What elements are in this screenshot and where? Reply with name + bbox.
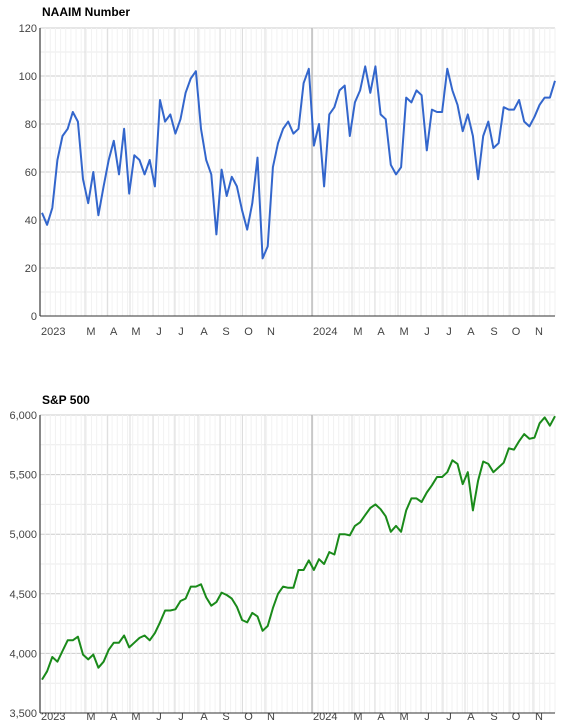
sp500-chart: S&P 500 3,500 4,000 4,500 5,000 5,500 6,000 2… (9, 393, 556, 723)
x-tick-label: 2023 (41, 326, 65, 338)
y-tick-label: 6,000 (9, 410, 37, 422)
y-tick-label: 4,500 (9, 589, 37, 601)
x-tick-label: J (424, 326, 430, 338)
x-tick-label: J (446, 711, 452, 723)
y-tick-label: 40 (25, 215, 37, 227)
x-tick-label: J (178, 711, 184, 723)
x-tick-label: S (222, 711, 229, 723)
x-tick-label: M (86, 711, 95, 723)
x-tick-label: M (353, 326, 362, 338)
naaim-y-axis: 0 20 40 60 80 100 120 (19, 23, 41, 323)
x-tick-label: M (131, 711, 140, 723)
y-tick-label: 20 (25, 263, 37, 275)
y-tick-label: 100 (19, 71, 37, 83)
sp500-series (41, 415, 556, 681)
y-tick-label: 5,500 (9, 470, 37, 482)
x-tick-label: S (222, 326, 229, 338)
x-tick-label: O (512, 326, 521, 338)
x-tick-label: N (267, 326, 275, 338)
naaim-series (41, 65, 556, 260)
x-tick-label: 2024 (313, 711, 337, 723)
x-tick-label: A (467, 326, 475, 338)
x-tick-label: J (424, 711, 430, 723)
y-tick-label: 4,000 (9, 648, 37, 660)
x-tick-label: M (353, 711, 362, 723)
sp500-y-axis: 3,500 4,000 4,500 5,000 5,500 6,000 (9, 410, 41, 720)
naaim-series-line (41, 65, 556, 260)
x-tick-label: N (267, 711, 275, 723)
sp500-series-line (41, 415, 556, 681)
naaim-x-axis: 2023 M A M J J A S O N 2024 M A M J J A S O N (40, 315, 555, 338)
naaim-chart: NAAIM Number 0 20 40 60 80 100 120 2023 M A M J J A S… (19, 5, 556, 338)
x-tick-label: O (244, 326, 253, 338)
x-tick-label: O (512, 711, 521, 723)
sp500-x-axis: 2023 M A M J J A S O N 2024 M A M J J A S O N (40, 711, 555, 723)
sp500-grid (39, 414, 556, 714)
x-tick-label: M (399, 711, 408, 723)
naaim-chart-title: NAAIM Number (42, 5, 130, 19)
sp500-chart-title: S&P 500 (42, 393, 90, 407)
x-tick-label: J (446, 326, 452, 338)
x-tick-label: A (377, 326, 385, 338)
x-tick-label: J (156, 711, 162, 723)
naaim-grid (39, 27, 556, 317)
x-tick-label: A (110, 326, 118, 338)
x-tick-label: N (535, 326, 543, 338)
x-tick-label: A (200, 326, 208, 338)
x-tick-label: 2024 (313, 326, 337, 338)
x-tick-label: S (490, 326, 497, 338)
x-tick-label: M (399, 326, 408, 338)
x-tick-label: A (377, 711, 385, 723)
y-tick-label: 120 (19, 23, 37, 35)
x-tick-label: S (490, 711, 497, 723)
x-tick-label: O (244, 711, 253, 723)
y-tick-label: 3,500 (9, 708, 37, 720)
y-tick-label: 80 (25, 119, 37, 131)
x-tick-label: N (535, 711, 543, 723)
x-tick-label: A (200, 711, 208, 723)
x-tick-label: 2023 (41, 711, 65, 723)
x-tick-label: A (110, 711, 118, 723)
x-tick-label: A (467, 711, 475, 723)
x-tick-label: M (131, 326, 140, 338)
y-tick-label: 5,000 (9, 529, 37, 541)
y-tick-label: 0 (31, 311, 37, 323)
x-tick-label: M (86, 326, 95, 338)
x-tick-label: J (156, 326, 162, 338)
y-tick-label: 60 (25, 167, 37, 179)
x-tick-label: J (178, 326, 184, 338)
